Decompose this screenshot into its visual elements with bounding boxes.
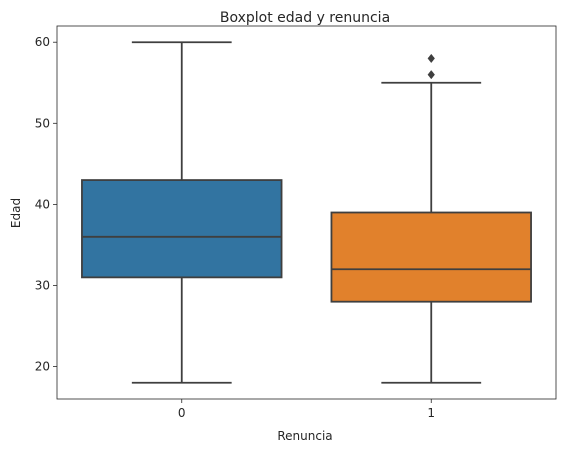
y-tick-label: 50 <box>35 116 50 130</box>
plot-area <box>81 41 532 384</box>
box-0 <box>81 179 283 279</box>
y-tick-label: 30 <box>35 278 50 292</box>
chart-title: Boxplot edad y renuncia <box>220 10 390 26</box>
y-axis-label: Edad <box>9 198 23 228</box>
x-tick-label: 0 <box>178 406 186 420</box>
box-1 <box>330 211 532 303</box>
x-tick-label: 1 <box>427 406 435 420</box>
y-tick-label: 60 <box>35 35 50 49</box>
plot-frame <box>56 25 557 400</box>
x-axis-label: Renuncia <box>277 429 332 443</box>
y-tick-label: 20 <box>35 360 50 374</box>
axes: 20 30 40 50 60 0 1 <box>35 35 435 420</box>
box-group-1 <box>330 53 532 384</box>
outlier-1-0 <box>427 70 435 80</box>
y-tick-label: 40 <box>35 197 50 211</box>
box-group-0 <box>81 41 283 384</box>
outlier-1-1 <box>427 53 435 64</box>
